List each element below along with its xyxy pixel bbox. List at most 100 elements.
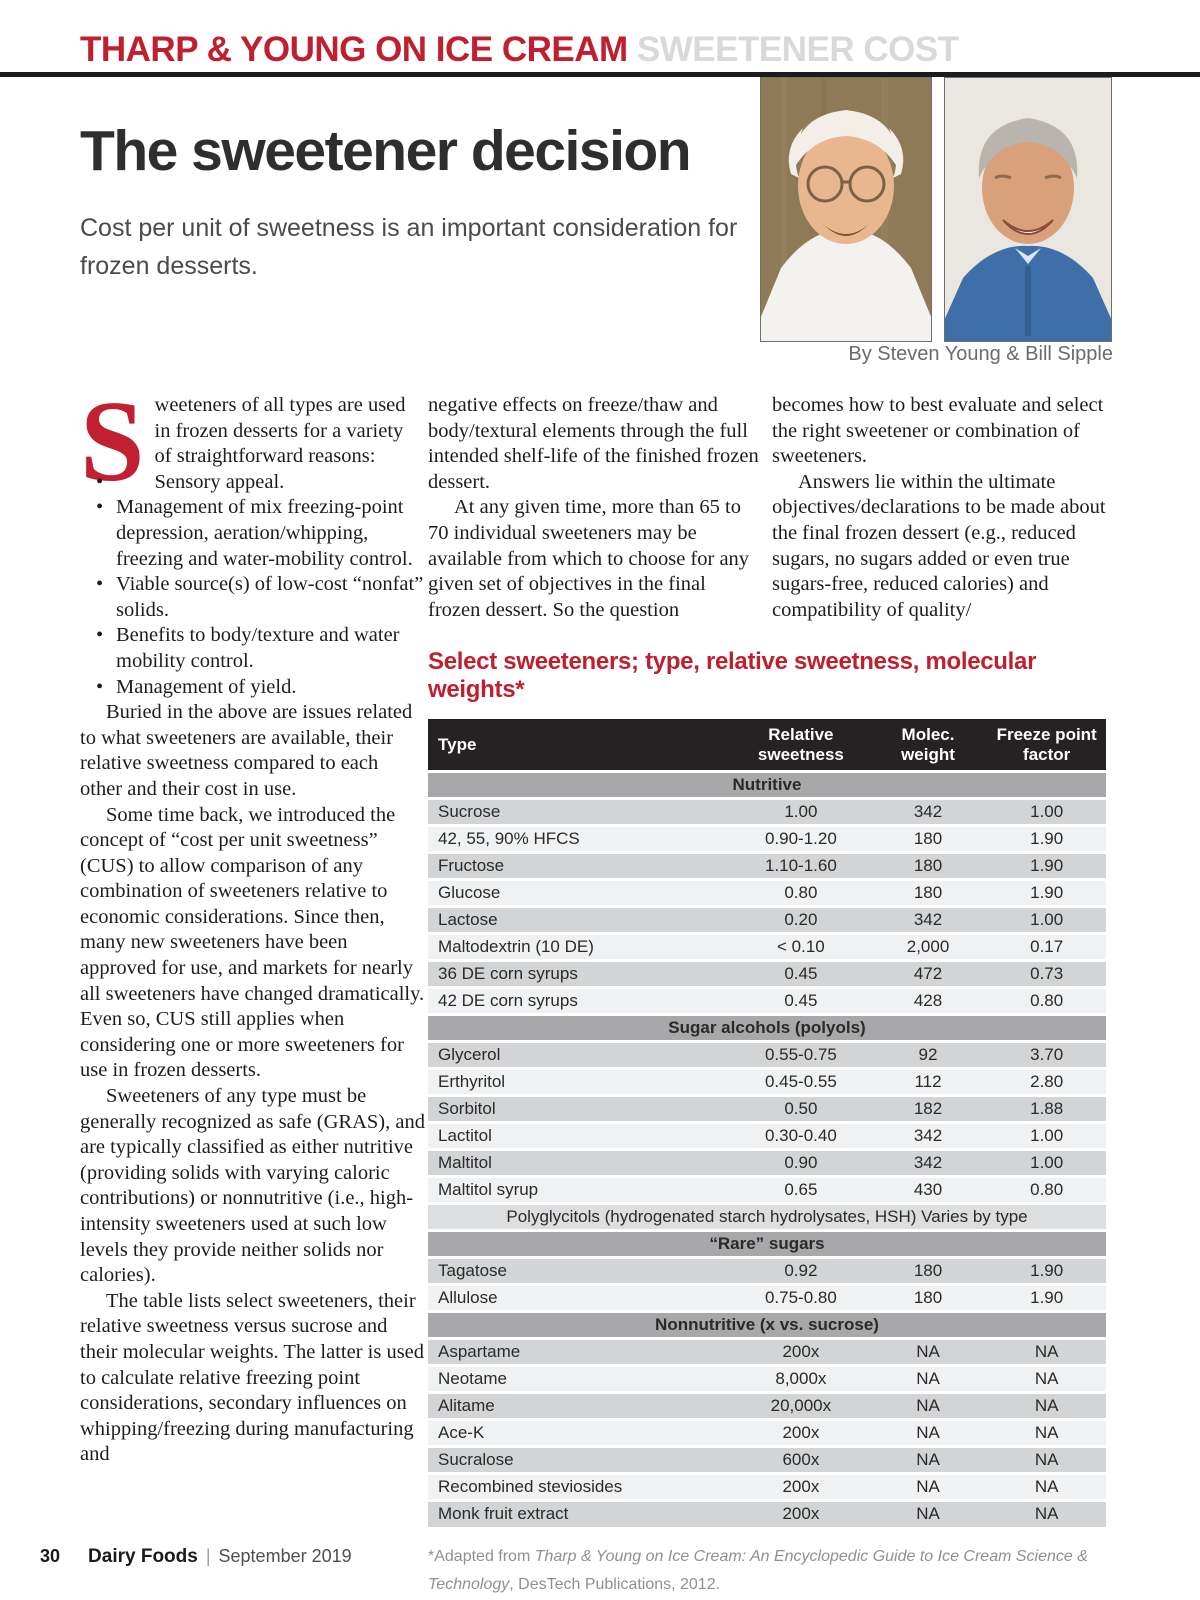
paragraph: Answers lie within the ultimate objectiv…	[772, 470, 1106, 621]
table-row: 42 DE corn syrups 0.45 428 0.80	[428, 986, 1106, 1015]
table-section-row: “Rare” sugars	[428, 1229, 1106, 1258]
col2-paragraphs: negative effects on freeze/thaw and body…	[428, 393, 760, 623]
cell-value: 1.00	[987, 1148, 1106, 1177]
section-name: Nutritive	[428, 770, 1106, 799]
cell-value: 0.90	[733, 1148, 869, 1177]
table-note-row: Polyglycitols (hydrogenated starch hydro…	[428, 1202, 1106, 1231]
section-name: Sugar alcohols (polyols)	[428, 1013, 1106, 1042]
cell-value: 0.30-0.40	[733, 1121, 869, 1150]
cell-type: Maltodextrin (10 DE)	[428, 932, 734, 961]
cell-type: 36 DE corn syrups	[428, 959, 734, 988]
cell-type: Neotame	[428, 1364, 734, 1393]
table-row: 42, 55, 90% HFCS 0.90-1.20 180 1.90	[428, 824, 1106, 853]
cell-type: Tagatose	[428, 1256, 734, 1285]
bullet-item: Management of mix freezing-point depress…	[80, 495, 425, 572]
cell-value: 200x	[733, 1472, 869, 1501]
cell-value: NA	[868, 1391, 988, 1420]
cell-value: 0.45	[733, 959, 869, 988]
cell-value: 180	[868, 824, 988, 853]
footer-separator: |	[205, 1546, 211, 1566]
cell-type: 42 DE corn syrups	[428, 986, 734, 1015]
cell-value: 180	[868, 851, 988, 880]
table-title: Select sweeteners; type, relative sweetn…	[428, 648, 1037, 703]
section-name: “Rare” sugars	[428, 1229, 1106, 1258]
cell-value: 3.70	[987, 1040, 1106, 1069]
cell-value: 342	[868, 905, 988, 934]
header-rule	[0, 72, 1200, 77]
issue-date: September 2019	[218, 1546, 352, 1566]
bullet-item: Management of yield.	[80, 675, 425, 701]
cell-type: Sorbitol	[428, 1094, 734, 1123]
cell-value: 1.00	[987, 797, 1106, 826]
cell-type: Sucrose	[428, 797, 734, 826]
cell-value: 112	[868, 1067, 988, 1096]
cell-type: 42, 55, 90% HFCS	[428, 824, 734, 853]
cell-value: 1.10-1.60	[733, 851, 869, 880]
table-row: Sorbitol 0.50 182 1.88	[428, 1094, 1106, 1123]
paragraph: negative effects on freeze/thaw and body…	[428, 394, 759, 493]
cell-value: NA	[987, 1445, 1106, 1474]
cell-type: Lactose	[428, 905, 734, 934]
col1-paragraphs: Buried in the above are issues related t…	[80, 700, 425, 1468]
table-row: Maltitol syrup 0.65 430 0.80	[428, 1175, 1106, 1204]
kicker-series-title: THARP & YOUNG ON ICE CREAM	[80, 30, 628, 69]
cell-type: Glucose	[428, 878, 734, 907]
cell-value: 1.00	[987, 1121, 1106, 1150]
footnote-suffix: , DesTech Publications, 2012.	[509, 1575, 721, 1593]
footnote-book-title: Tharp & Young on Ice Cream: An Encyclope…	[428, 1547, 1088, 1593]
cell-value: 0.17	[987, 932, 1106, 961]
table-row: Maltodextrin (10 DE) < 0.10 2,000 0.17	[428, 932, 1106, 961]
cell-value: 342	[868, 1148, 988, 1177]
table-row: Fructose 1.10-1.60 180 1.90	[428, 851, 1106, 880]
cell-value: NA	[868, 1364, 988, 1393]
cell-value: 0.20	[733, 905, 869, 934]
bullet-item: Viable source(s) of low-cost “nonfat” so…	[80, 572, 425, 623]
cell-value: 0.55-0.75	[733, 1040, 869, 1069]
table-section-row: Sugar alcohols (polyols)	[428, 1013, 1106, 1042]
table-row: Maltitol 0.90 342 1.00	[428, 1148, 1106, 1177]
cell-value: 20,000x	[733, 1391, 869, 1420]
cell-value: 0.80	[987, 1175, 1106, 1204]
article-subtitle: Cost per unit of sweetness is an importa…	[80, 214, 738, 280]
cell-type: Recombined steviosides	[428, 1472, 734, 1501]
cell-value: NA	[987, 1364, 1106, 1393]
cell-value: 200x	[733, 1337, 869, 1366]
table-row: Lactitol 0.30-0.40 342 1.00	[428, 1121, 1106, 1150]
table-row: Lactose 0.20 342 1.00	[428, 905, 1106, 934]
page-number: 30	[40, 1546, 61, 1566]
column-header-relative-sweetness: Relative sweetness	[733, 715, 869, 772]
cell-value: NA	[987, 1418, 1106, 1447]
cell-type: Glycerol	[428, 1040, 734, 1069]
author-photo-steven-young-image	[761, 78, 931, 341]
cell-value: 342	[868, 797, 988, 826]
cell-type: Erthyritol	[428, 1067, 734, 1096]
table-row: Sucrose 1.00 342 1.00	[428, 797, 1106, 826]
table-footnote: *Adapted from Tharp & Young on Ice Cream…	[428, 1543, 1106, 1599]
table-row: Neotame 8,000x NA NA	[428, 1364, 1106, 1393]
table-row: Monk fruit extract 200x NA NA	[428, 1499, 1106, 1527]
table-row: Allulose 0.75-0.80 180 1.90	[428, 1283, 1106, 1312]
table-row: Alitame 20,000x NA NA	[428, 1391, 1106, 1420]
cell-value: 0.50	[733, 1094, 869, 1123]
author-photo-bill-sipple-image	[945, 78, 1111, 341]
column-header-freeze-point-factor: Freeze point factor	[987, 715, 1106, 772]
cell-type: Fructose	[428, 851, 734, 880]
paragraph: Buried in the above are issues related t…	[80, 701, 413, 800]
cell-value: NA	[987, 1472, 1106, 1501]
cell-value: 180	[868, 878, 988, 907]
cell-value: 8,000x	[733, 1364, 869, 1393]
table-row: Recombined steviosides 200x NA NA	[428, 1472, 1106, 1501]
paragraph: The table lists select sweeteners, their…	[80, 1289, 425, 1466]
cell-value: NA	[868, 1499, 988, 1527]
column-header-type: Type	[428, 715, 734, 772]
paragraph: becomes how to best evaluate and select …	[772, 394, 1104, 468]
column-header-molec-weight: Molec. weight	[868, 715, 988, 772]
cell-value: 200x	[733, 1499, 869, 1527]
author-photo-steven-young	[760, 77, 932, 342]
cell-type: Maltitol syrup	[428, 1175, 734, 1204]
paragraph: Some time back, we introduced the concep…	[80, 803, 425, 1082]
table-header-row: Type Relative sweetness Molec. weight Fr…	[428, 715, 1106, 772]
reason-bullet-list: Sensory appeal.Management of mix freezin…	[80, 470, 425, 700]
